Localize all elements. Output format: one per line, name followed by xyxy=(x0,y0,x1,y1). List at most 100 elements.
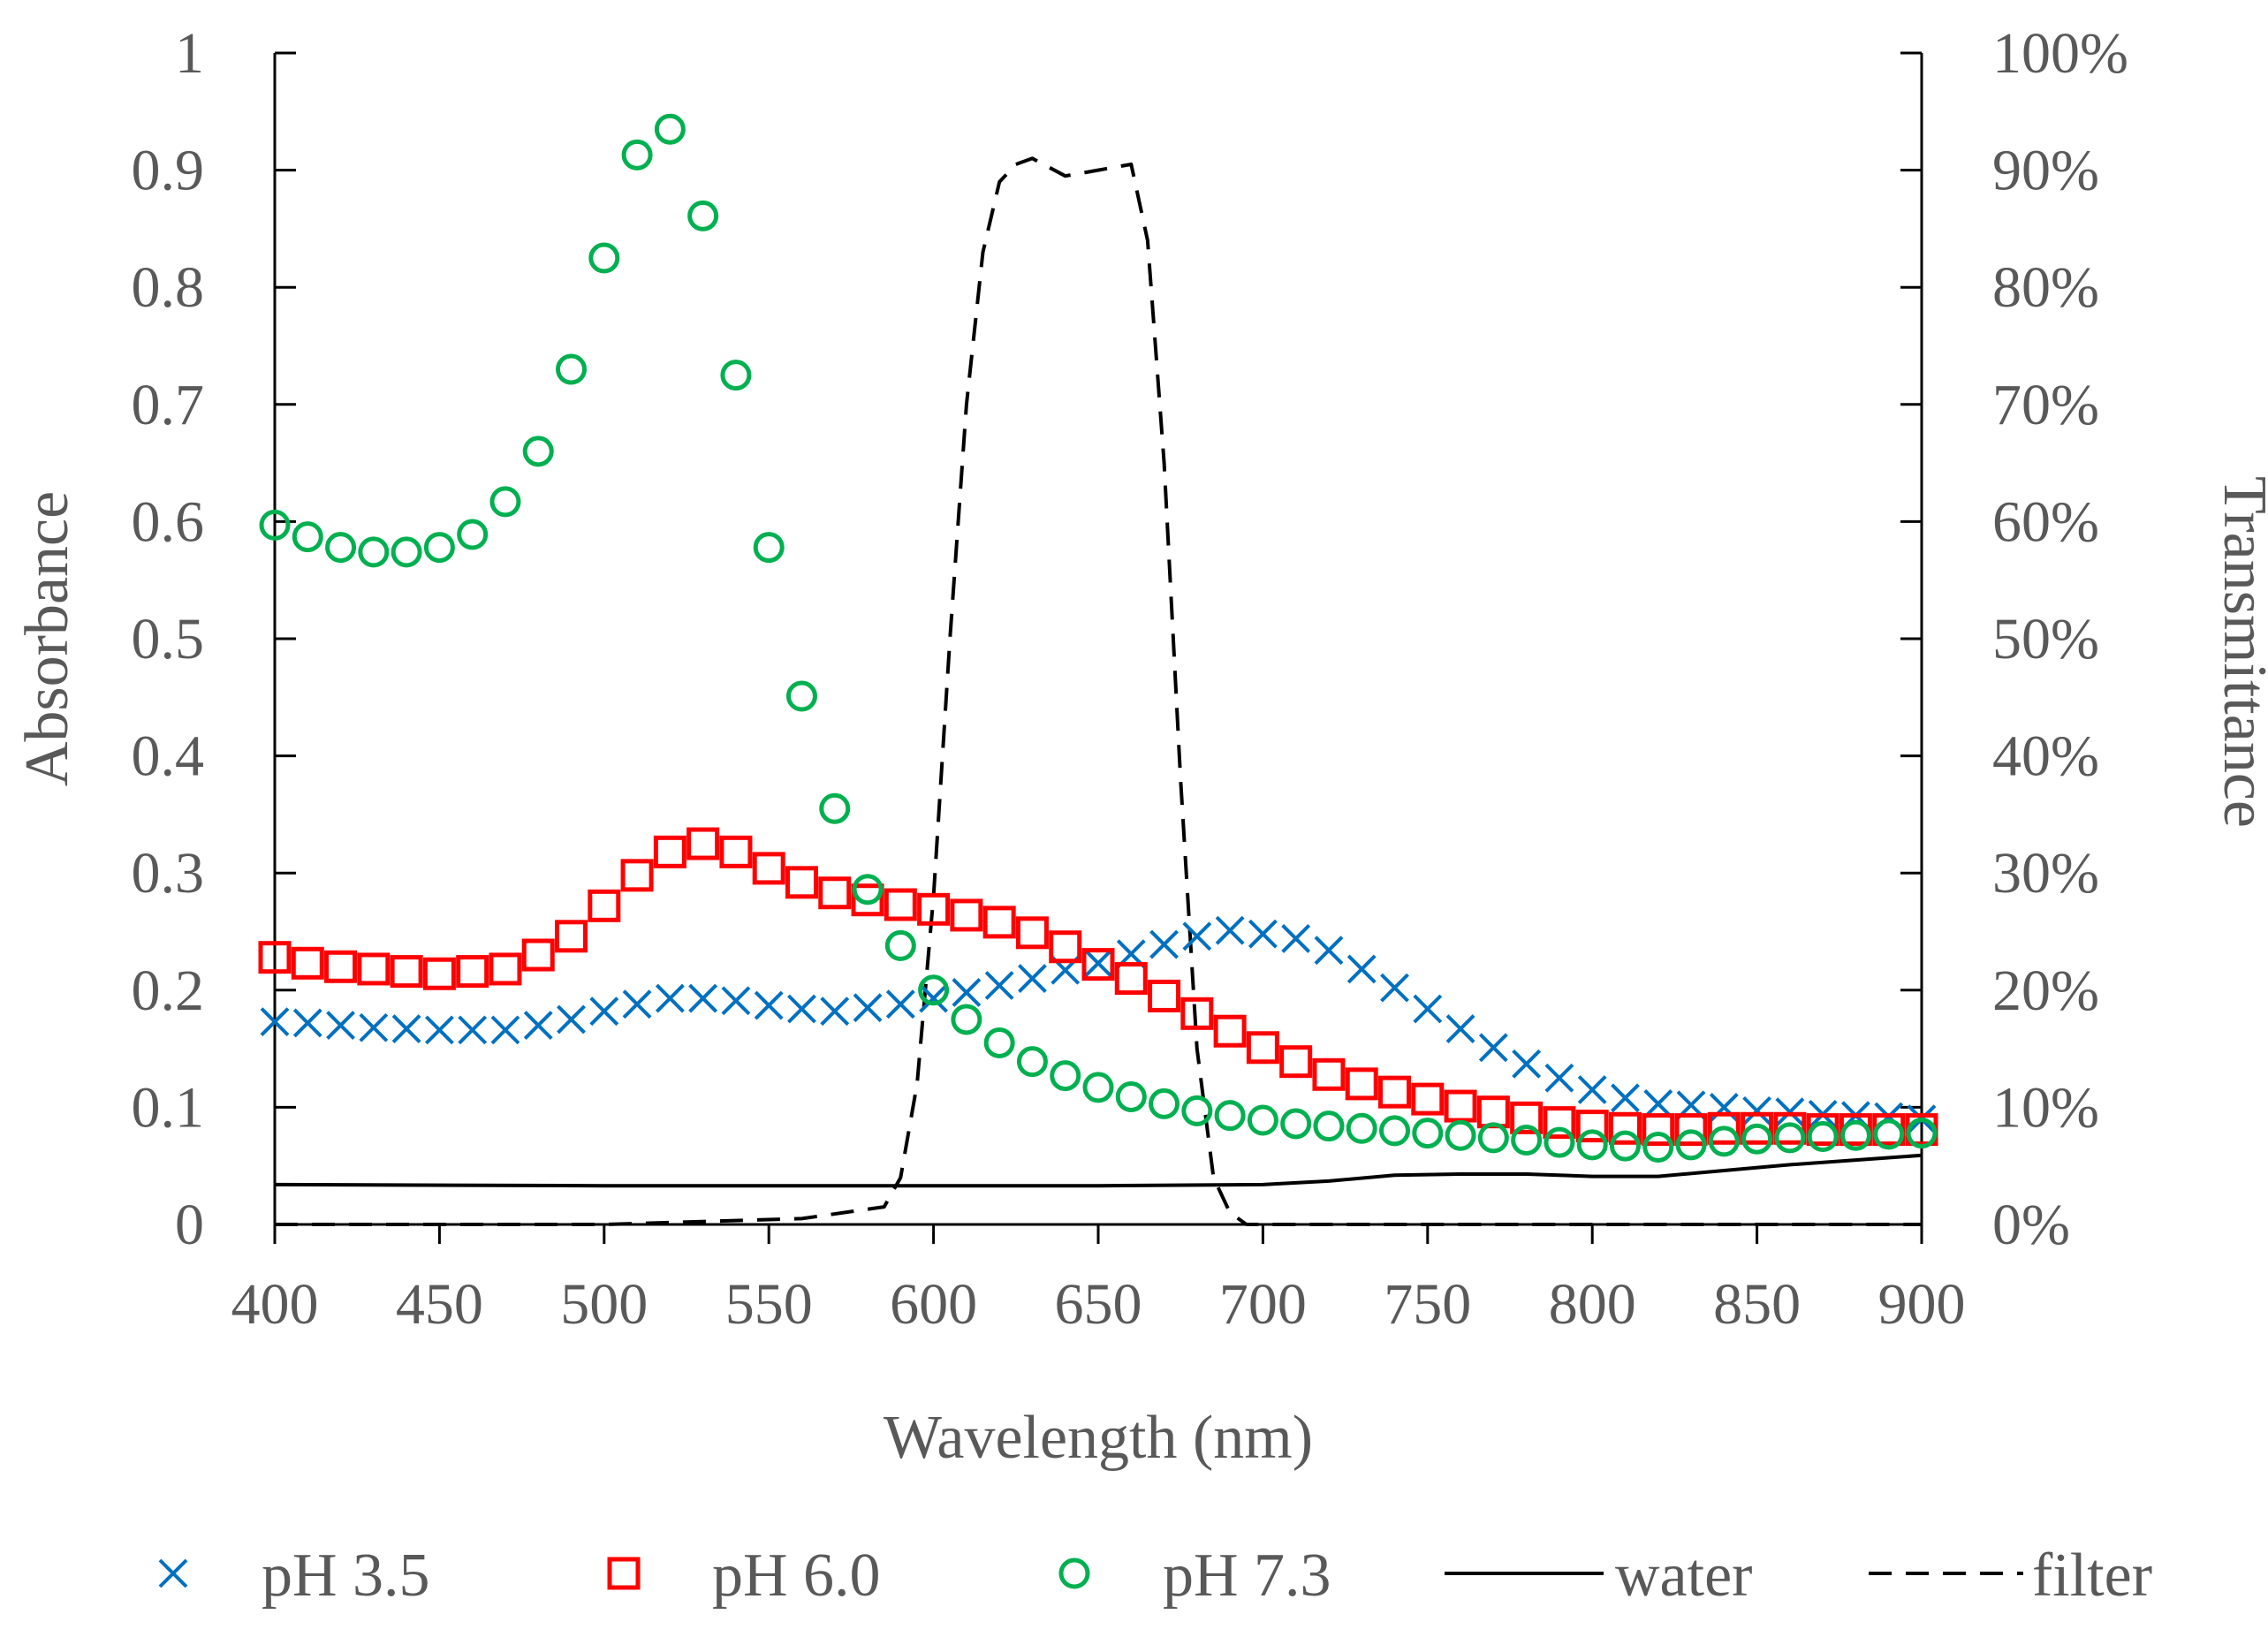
data-point xyxy=(1675,1129,1707,1161)
data-point xyxy=(1281,924,1311,953)
data-point xyxy=(984,971,1014,1000)
data-point xyxy=(787,994,816,1024)
y-tick-label: 0.4 xyxy=(132,724,205,789)
data-point xyxy=(359,1012,389,1042)
data-point xyxy=(1015,916,1049,950)
data-point-stroke xyxy=(952,978,982,1007)
data-point xyxy=(1510,1101,1544,1134)
data-point xyxy=(1016,1046,1048,1078)
x-tick-label: 600 xyxy=(890,1272,977,1337)
data-point xyxy=(1313,1110,1345,1142)
x-tick-label: 850 xyxy=(1713,1272,1801,1337)
data-point xyxy=(1906,1118,1938,1149)
x-tick-label: 700 xyxy=(1219,1272,1307,1337)
data-point xyxy=(555,920,588,953)
data-point-stroke xyxy=(919,983,949,1013)
legend-item: pH 6.0 xyxy=(607,1542,881,1610)
data-point-stroke xyxy=(1215,915,1245,945)
data-point xyxy=(982,906,1016,939)
data-point xyxy=(753,532,785,564)
pH-73-series xyxy=(259,113,1938,1163)
data-point xyxy=(422,957,456,990)
y-tick-label: 0.2 xyxy=(132,959,205,1023)
data-point-stroke xyxy=(820,997,850,1027)
line-series-layer xyxy=(274,156,1923,1226)
y2-tick-label: 100% xyxy=(1992,21,2128,86)
data-point xyxy=(1280,1108,1312,1140)
data-point xyxy=(1182,921,1212,951)
data-point xyxy=(721,986,751,1016)
data-point-stroke xyxy=(490,1015,520,1045)
data-point-stroke xyxy=(1643,1089,1673,1118)
y2-axis-title: Transmittance xyxy=(2211,476,2268,828)
data-point xyxy=(1611,1083,1640,1113)
data-point-stroke xyxy=(787,994,816,1024)
data-point xyxy=(1214,1100,1246,1132)
data-point-stroke xyxy=(424,1015,454,1045)
filter-line xyxy=(275,156,1922,1226)
data-point xyxy=(1213,1014,1247,1048)
data-point xyxy=(588,889,621,922)
data-point xyxy=(1643,1089,1673,1118)
data-point xyxy=(1807,1121,1839,1153)
data-point xyxy=(1543,1106,1576,1140)
y-tick-label: 1 xyxy=(175,21,204,86)
data-point xyxy=(919,983,949,1013)
data-point-stroke xyxy=(885,989,915,1019)
data-point xyxy=(1247,1104,1278,1136)
legend-marker-stroke xyxy=(158,1558,188,1588)
data-point xyxy=(390,955,423,989)
data-point-stroke xyxy=(754,990,784,1020)
data-point-stroke xyxy=(1544,1063,1574,1093)
data-point xyxy=(391,536,422,568)
data-point-stroke xyxy=(292,1008,322,1038)
data-point xyxy=(952,978,982,1007)
data-point xyxy=(752,852,785,885)
y2-tick-label: 10% xyxy=(1992,1075,2099,1140)
data-point xyxy=(292,521,323,553)
data-point xyxy=(1149,929,1179,959)
data-point xyxy=(424,1015,454,1045)
data-point-stroke xyxy=(1413,994,1443,1024)
y-tick-label: 0.3 xyxy=(132,841,205,906)
data-point xyxy=(489,486,521,518)
data-point xyxy=(1544,1063,1574,1093)
data-point xyxy=(456,955,489,989)
data-point xyxy=(556,353,588,385)
data-point xyxy=(622,989,652,1019)
legend: pH 3.5 pH 6.0 pH 7.3 water filter xyxy=(158,1542,2152,1610)
data-point xyxy=(1279,1045,1313,1079)
legend-label: filter xyxy=(2032,1542,2152,1610)
data-point xyxy=(1478,1033,1508,1063)
data-point xyxy=(1773,1111,1807,1145)
data-point xyxy=(687,200,719,231)
data-point xyxy=(1312,1057,1346,1091)
data-point xyxy=(785,680,817,712)
data-point xyxy=(654,113,686,145)
data-point-stroke xyxy=(688,983,718,1013)
data-point xyxy=(1082,1072,1114,1103)
data-point xyxy=(1608,1111,1642,1145)
axes xyxy=(273,51,1923,1244)
legend-marker xyxy=(158,1558,188,1588)
legend-label: pH 7.3 xyxy=(1163,1542,1331,1610)
data-point xyxy=(1445,1014,1475,1043)
y2-tick-label: 80% xyxy=(1992,255,2099,320)
data-point xyxy=(852,874,884,906)
data-point xyxy=(1413,994,1443,1024)
y-tick-label: 0.1 xyxy=(132,1075,205,1140)
data-point xyxy=(391,1014,421,1043)
x-tick-label: 500 xyxy=(560,1272,648,1337)
data-point xyxy=(1412,1118,1444,1149)
data-point xyxy=(1181,1095,1213,1126)
data-point xyxy=(1707,1111,1741,1145)
legend-item: filter xyxy=(1869,1542,2152,1610)
data-point xyxy=(1575,1110,1609,1143)
data-point xyxy=(292,1008,322,1038)
legend-marker xyxy=(607,1557,641,1590)
water-line xyxy=(274,1153,1923,1188)
data-point-stroke xyxy=(655,983,685,1013)
data-point xyxy=(621,139,653,171)
y2-tick-label: 20% xyxy=(1992,959,2099,1023)
